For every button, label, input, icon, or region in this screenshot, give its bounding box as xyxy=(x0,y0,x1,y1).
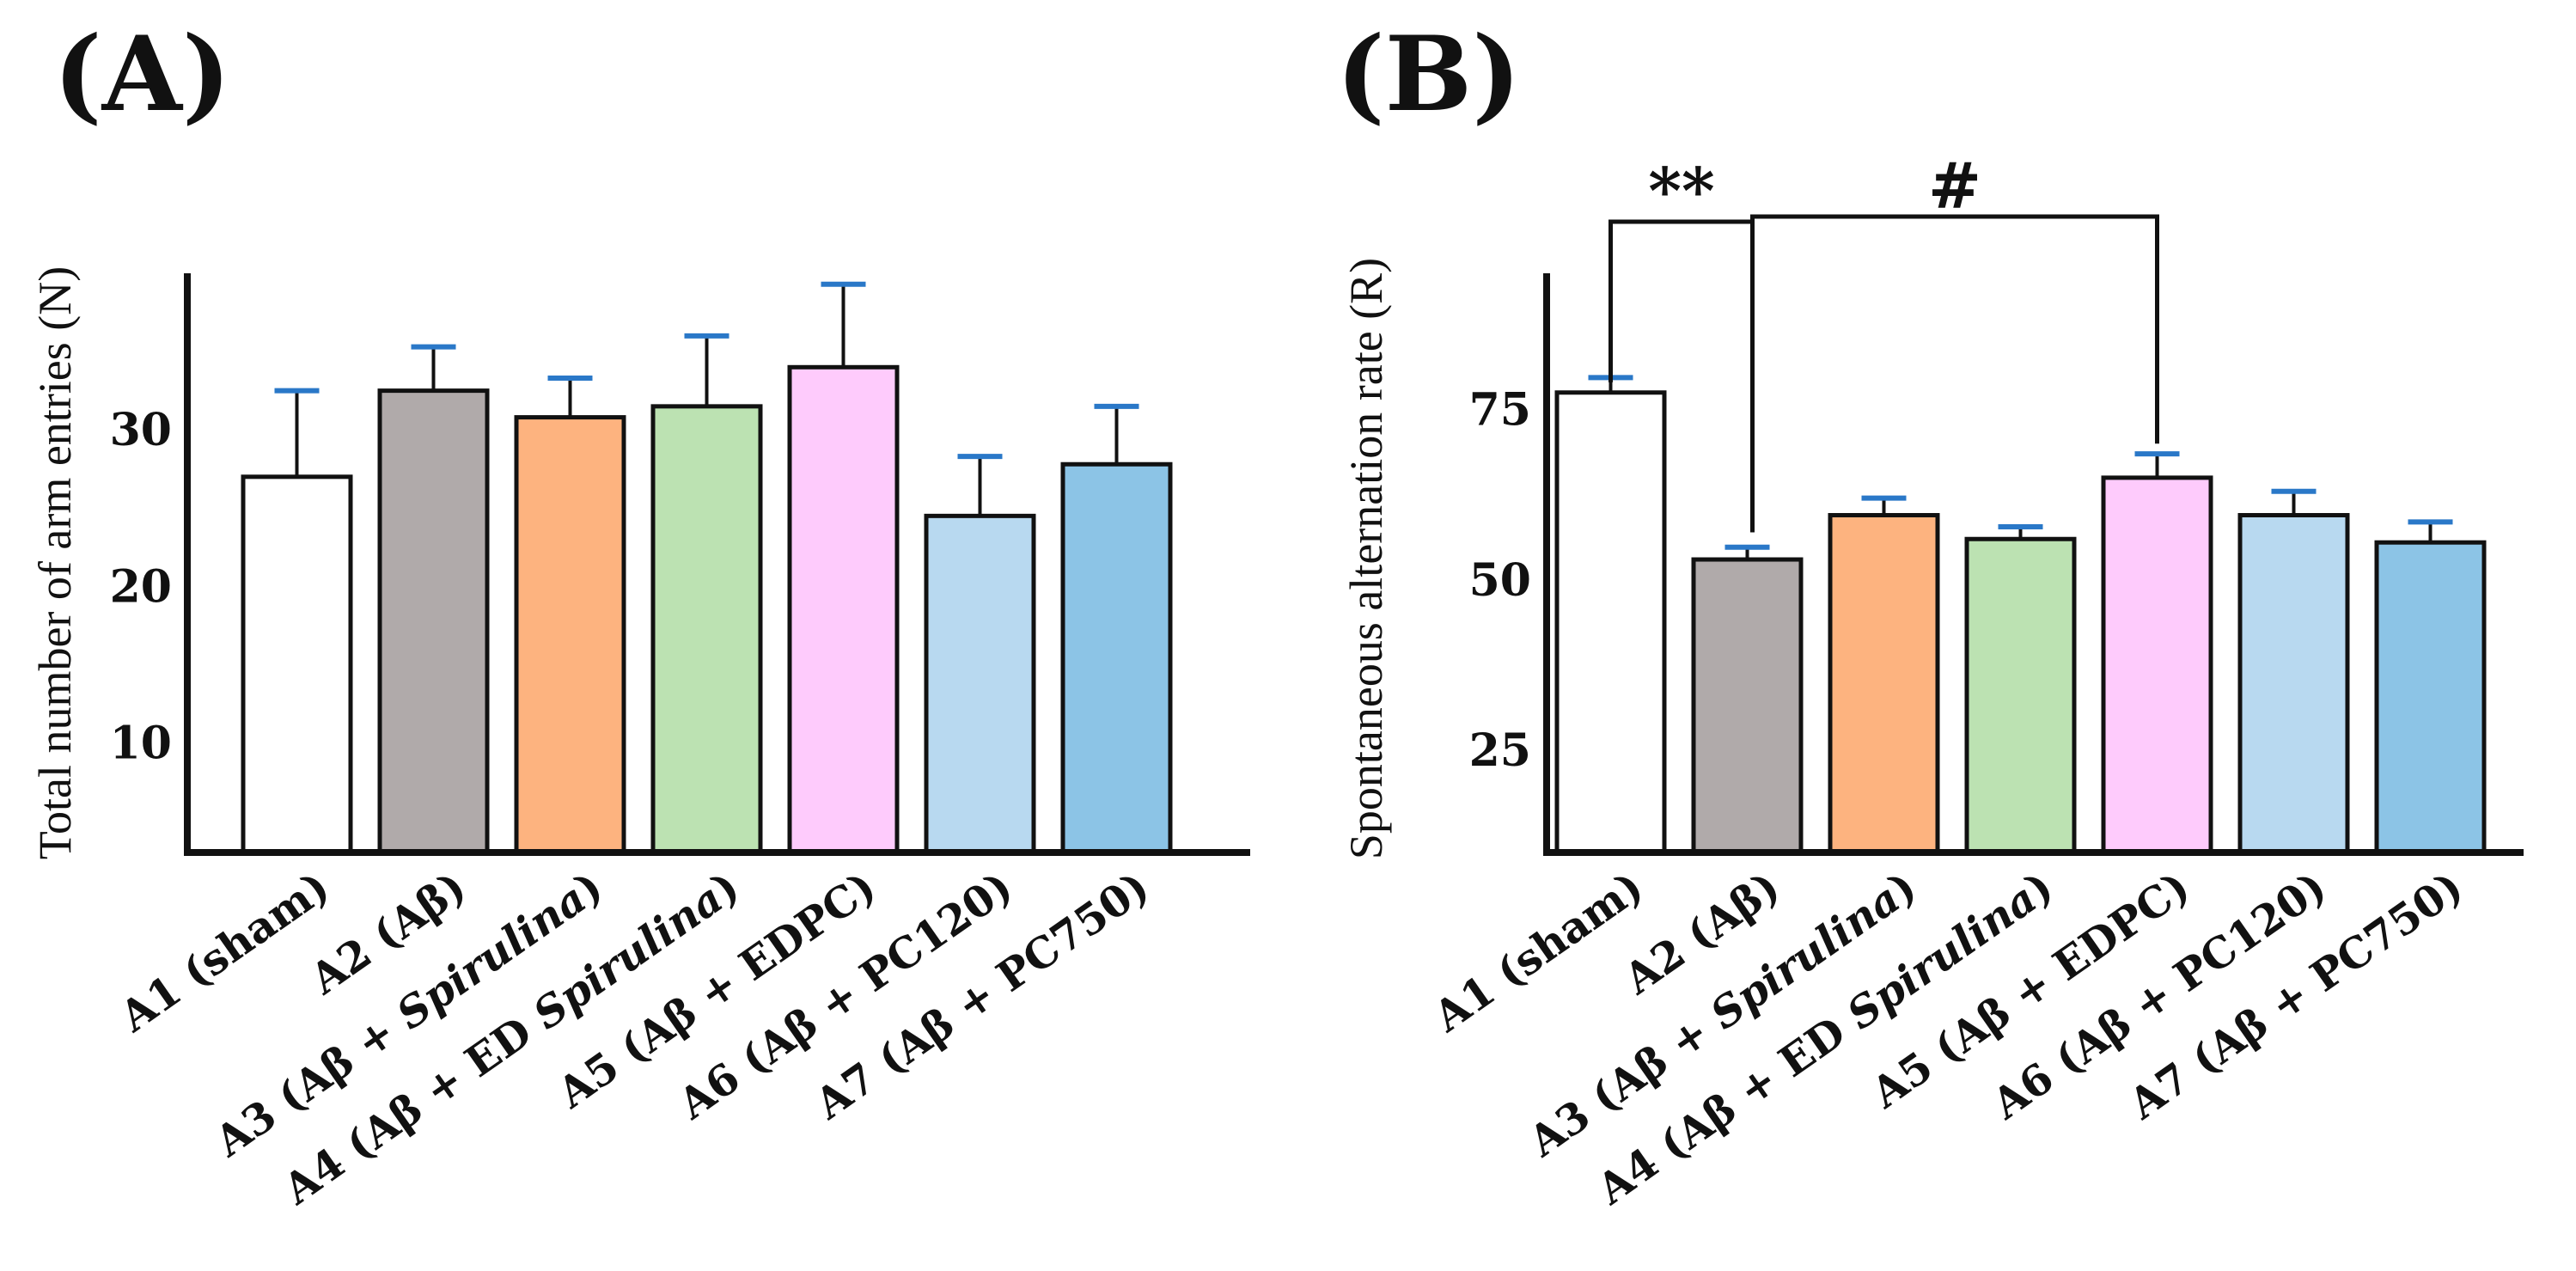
significance-bracket xyxy=(1750,214,2159,533)
bar xyxy=(1691,557,1804,855)
bar xyxy=(787,364,900,855)
panel-b-chart: (B) Spontaneous alternation rate (R) 25 50… xyxy=(1336,14,2524,1214)
bar xyxy=(924,513,1036,855)
bar xyxy=(1554,390,1667,855)
y-axis-label: Spontaneous alternation rate (R) xyxy=(1340,258,1392,859)
significance-label: # xyxy=(1928,150,1981,223)
panel-a-label: (A) xyxy=(53,14,231,135)
y-tick-label: 10 xyxy=(110,717,172,769)
bar xyxy=(2374,540,2487,855)
significance-label: ** xyxy=(1648,155,1714,229)
bar xyxy=(514,415,626,855)
y-tick-label: 75 xyxy=(1469,384,1531,437)
y-tick-label: 25 xyxy=(1469,724,1531,777)
bar xyxy=(1060,461,1173,855)
x-tick-label: A1 (sham) xyxy=(110,861,338,1042)
bar xyxy=(1828,512,1940,855)
bar xyxy=(241,474,353,855)
y-tick-label: 50 xyxy=(1469,554,1531,607)
bar xyxy=(1964,536,2077,855)
panel-b-label: (B) xyxy=(1336,14,1521,135)
y-axis-label: Total number of arm entries (N) xyxy=(29,266,81,859)
y-tick-label: 20 xyxy=(110,560,172,613)
bar xyxy=(377,388,490,855)
bar xyxy=(650,404,763,855)
x-tick-label: A1 (sham) xyxy=(1424,861,1651,1042)
y-tick-label: 30 xyxy=(110,404,172,456)
bar xyxy=(2237,512,2350,855)
bar xyxy=(2101,475,2213,855)
panel-a-chart: (A) Total number of arm entries (N) 10 20 3… xyxy=(29,14,1250,1214)
